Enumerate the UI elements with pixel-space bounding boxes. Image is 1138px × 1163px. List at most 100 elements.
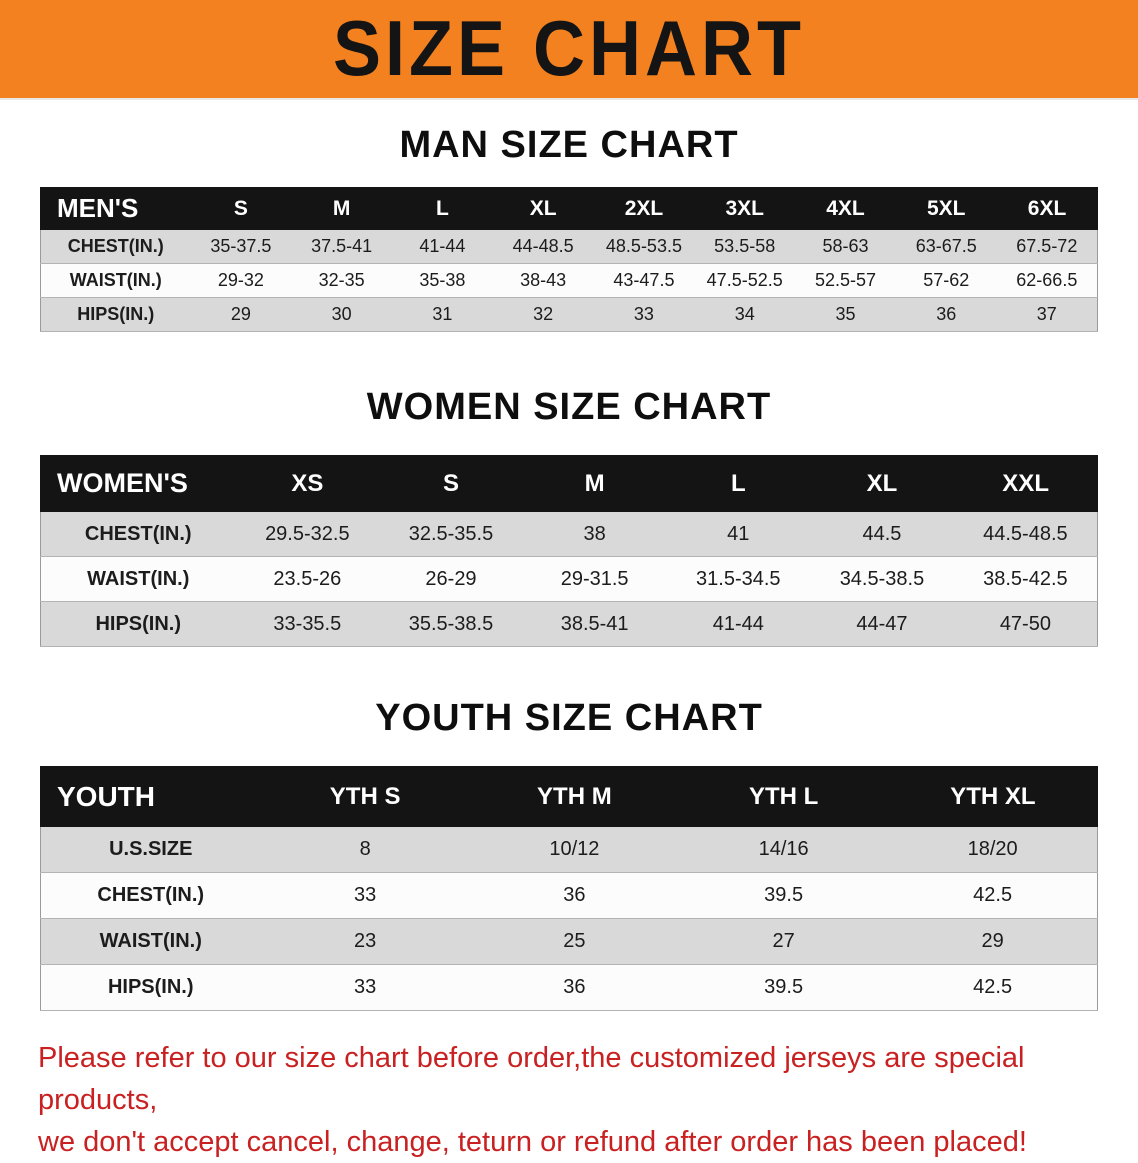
size-value-cell: 29.5-32.5 xyxy=(235,511,380,557)
youth-table-title: YOUTH xyxy=(40,766,261,827)
size-column-header: XL xyxy=(809,455,955,512)
women-size-section: WOMEN SIZE CHART WOMEN'S XS S M L XL XXL CHEST(I… xyxy=(0,386,1138,647)
size-value-cell: 36 xyxy=(895,297,997,332)
women-size-table: WOMEN'S XS S M L XL XXL CHEST(IN.) 29.5-32.5 32.5… xyxy=(40,455,1098,647)
size-value-cell: 30 xyxy=(291,297,393,332)
women-table-title: WOMEN'S xyxy=(40,455,236,512)
measurement-row: HIPS(IN.) 33 36 39.5 42.5 xyxy=(40,964,1098,1011)
men-section-heading: MAN SIZE CHART xyxy=(399,124,739,166)
size-column-header: YTH S xyxy=(259,766,471,827)
size-column-header: L xyxy=(665,455,811,512)
measurement-row: WAIST(IN.) 23.5-26 26-29 29-31.5 31.5-34.5 34… xyxy=(40,556,1098,602)
men-table-header-row: MEN'S S M L XL 2XL 3XL 4XL 5XL 6XL xyxy=(40,187,1098,230)
size-value-cell: 62-66.5 xyxy=(996,263,1098,298)
size-value-cell: 48.5-53.5 xyxy=(593,229,695,264)
size-column-header: S xyxy=(378,455,524,512)
size-column-header: 5XL xyxy=(895,187,998,230)
measurement-row-label: HIPS(IN.) xyxy=(40,964,261,1011)
size-value-cell: 44.5 xyxy=(810,511,954,557)
size-value-cell: 35.5-38.5 xyxy=(379,601,523,647)
size-value-cell: 8 xyxy=(260,826,470,873)
size-column-header: XL xyxy=(492,187,595,230)
measurement-row: CHEST(IN.) 29.5-32.5 32.5-35.5 38 41 44.5 44.5… xyxy=(40,511,1098,557)
size-value-cell: 33 xyxy=(260,872,470,919)
size-value-cell: 42.5 xyxy=(888,872,1098,919)
size-value-cell: 35-38 xyxy=(392,263,493,298)
size-column-header: M xyxy=(290,187,393,230)
disclaimer-line-2: we don't accept cancel, change, teturn o… xyxy=(38,1126,1027,1158)
measurement-row-label: WAIST(IN.) xyxy=(40,556,236,602)
size-value-cell: 14/16 xyxy=(679,826,889,873)
size-value-cell: 41-44 xyxy=(392,229,493,264)
size-value-cell: 37.5-41 xyxy=(291,229,393,264)
size-column-header: XS xyxy=(235,455,380,512)
size-value-cell: 67.5-72 xyxy=(996,229,1098,264)
size-value-cell: 10/12 xyxy=(469,826,679,873)
men-table-title: MEN'S xyxy=(40,187,191,230)
size-value-cell: 38.5-41 xyxy=(522,601,667,647)
size-chart-banner: SIZE CHART xyxy=(0,0,1138,100)
measurement-row: WAIST(IN.) 23 25 27 29 xyxy=(40,918,1098,965)
size-value-cell: 25 xyxy=(469,918,679,965)
size-value-cell: 52.5-57 xyxy=(795,263,896,298)
size-value-cell: 36 xyxy=(469,964,679,1011)
size-value-cell: 32.5-35.5 xyxy=(379,511,523,557)
size-column-header: XXL xyxy=(953,455,1098,512)
measurement-row: CHEST(IN.) 35-37.5 37.5-41 41-44 44-48.5 48.5… xyxy=(40,229,1098,264)
size-value-cell: 36 xyxy=(469,872,679,919)
size-value-cell: 35 xyxy=(795,297,896,332)
measurement-row: CHEST(IN.) 33 36 39.5 42.5 xyxy=(40,872,1098,919)
size-value-cell: 34.5-38.5 xyxy=(810,556,954,602)
size-value-cell: 41-44 xyxy=(666,601,811,647)
size-column-header: 6XL xyxy=(996,187,1098,230)
measurement-row-label: CHEST(IN.) xyxy=(40,511,236,557)
size-value-cell: 18/20 xyxy=(888,826,1098,873)
size-value-cell: 33 xyxy=(593,297,695,332)
youth-size-table: YOUTH YTH S YTH M YTH L YTH XL U.S.SIZE 8 10/12… xyxy=(40,766,1099,1011)
size-value-cell: 38 xyxy=(522,511,667,557)
size-value-cell: 39.5 xyxy=(679,964,889,1011)
size-value-cell: 43-47.5 xyxy=(593,263,695,298)
size-value-cell: 29 xyxy=(190,297,292,332)
size-value-cell: 44-48.5 xyxy=(492,229,594,264)
measurement-row: HIPS(IN.) 33-35.5 35.5-38.5 38.5-41 41-44 44-… xyxy=(40,601,1098,647)
size-value-cell: 41 xyxy=(666,511,811,557)
size-chart-sections: MAN SIZE CHART MEN'S S M L XL 2XL 3XL 4XL 5XL 6XL C… xyxy=(0,124,1138,1011)
size-value-cell: 23.5-26 xyxy=(235,556,380,602)
size-value-cell: 29 xyxy=(888,918,1098,965)
men-size-section: MAN SIZE CHART MEN'S S M L XL 2XL 3XL 4XL 5XL 6XL C… xyxy=(0,124,1138,332)
youth-size-section: YOUTH SIZE CHART YOUTH YTH S YTH M YTH L YTH … xyxy=(0,697,1138,1011)
measurement-row-label: CHEST(IN.) xyxy=(40,229,191,264)
size-value-cell: 39.5 xyxy=(679,872,889,919)
size-column-header: 4XL xyxy=(794,187,897,230)
measurement-row: HIPS(IN.) 29 30 31 32 33 34 35 36 37 xyxy=(40,297,1098,332)
size-value-cell: 26-29 xyxy=(379,556,523,602)
measurement-row: WAIST(IN.) 29-32 32-35 35-38 38-43 43-47.5 47.… xyxy=(40,263,1098,298)
size-value-cell: 38-43 xyxy=(492,263,594,298)
measurement-row-label: WAIST(IN.) xyxy=(40,918,261,965)
size-value-cell: 44.5-48.5 xyxy=(953,511,1098,557)
order-disclaimer: Please refer to our size chart before or… xyxy=(38,1037,1114,1163)
size-column-header: L xyxy=(391,187,494,230)
size-value-cell: 31.5-34.5 xyxy=(666,556,811,602)
size-column-header: YTH XL xyxy=(887,766,1099,827)
measurement-row-label: HIPS(IN.) xyxy=(40,297,191,332)
size-value-cell: 23 xyxy=(260,918,470,965)
women-table-header-row: WOMEN'S XS S M L XL XXL xyxy=(40,455,1098,512)
size-column-header: YTH L xyxy=(678,766,889,827)
size-value-cell: 34 xyxy=(694,297,796,332)
size-value-cell: 58-63 xyxy=(795,229,896,264)
size-value-cell: 63-67.5 xyxy=(895,229,997,264)
size-value-cell: 32 xyxy=(492,297,594,332)
size-value-cell: 44-47 xyxy=(810,601,954,647)
men-size-table: MEN'S S M L XL 2XL 3XL 4XL 5XL 6XL CHEST(IN.) 35-37… xyxy=(40,187,1098,332)
measurement-row-label: HIPS(IN.) xyxy=(40,601,236,647)
disclaimer-line-1: Please refer to our size chart before or… xyxy=(38,1042,1025,1116)
size-value-cell: 47.5-52.5 xyxy=(694,263,796,298)
size-value-cell: 27 xyxy=(679,918,889,965)
youth-table-header-row: YOUTH YTH S YTH M YTH L YTH XL xyxy=(40,766,1099,827)
size-value-cell: 31 xyxy=(392,297,493,332)
size-value-cell: 57-62 xyxy=(895,263,997,298)
size-value-cell: 38.5-42.5 xyxy=(953,556,1098,602)
size-value-cell: 33-35.5 xyxy=(235,601,380,647)
